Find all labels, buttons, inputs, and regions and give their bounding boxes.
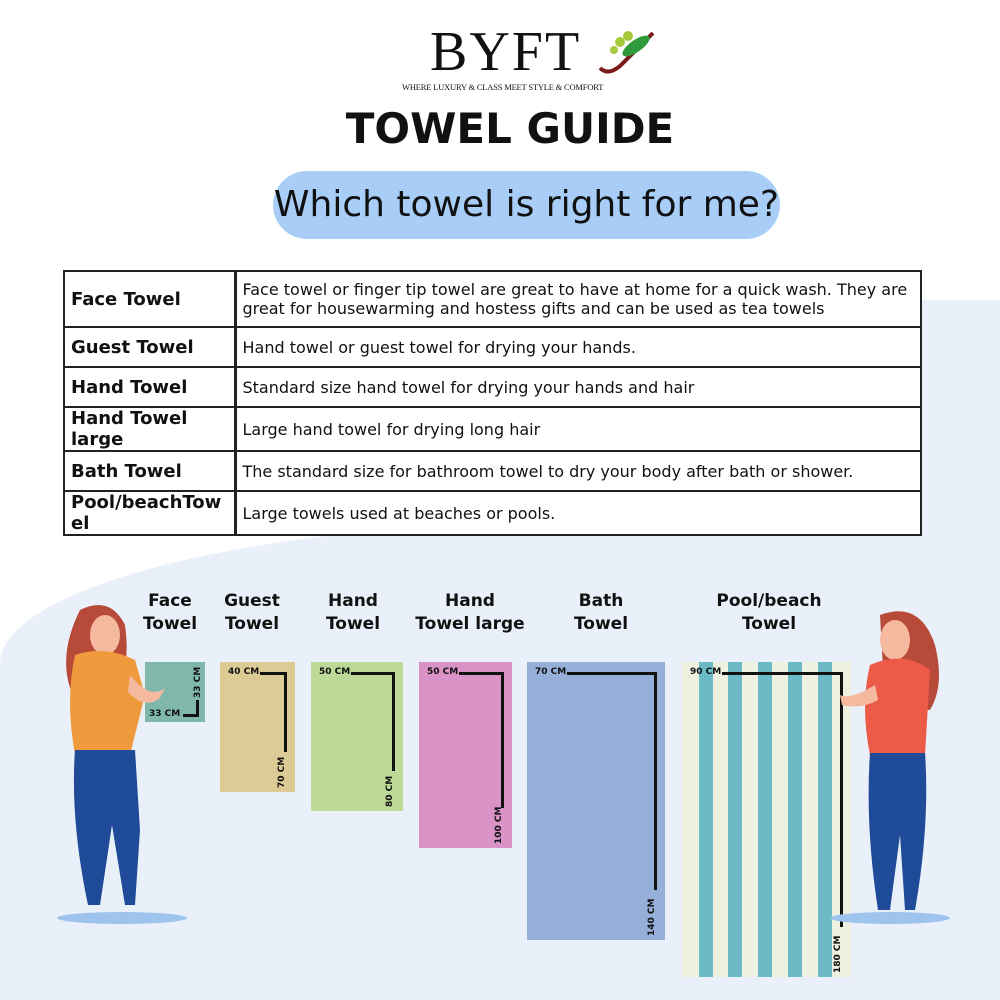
towel-label: Bath Towel xyxy=(574,590,628,636)
towel-label-line: Bath xyxy=(578,591,624,611)
dimension-line xyxy=(196,700,199,716)
height-label: 140 CM xyxy=(647,898,657,936)
towel-description: Standard size hand towel for drying your… xyxy=(234,366,922,408)
width-label: 50 CM xyxy=(427,667,459,677)
table-row: Bath Towel The standard size for bathroom… xyxy=(63,450,922,492)
brand-tagline: WHERE LUXURY & CLASS MEET STYLE & COMFOR… xyxy=(402,82,604,92)
towel-label-line: Hand xyxy=(328,591,378,611)
height-label: 100 CM xyxy=(494,806,504,844)
towel-label: Face Towel xyxy=(143,590,197,636)
width-label: 70 CM xyxy=(535,667,567,677)
towel-name: Hand Towel large xyxy=(63,406,237,452)
towel-description: The standard size for bathroom towel to … xyxy=(234,450,922,492)
towel-label-line: Face xyxy=(148,591,192,611)
dimension-line xyxy=(351,672,395,675)
towel-label: Hand Towel xyxy=(326,590,380,636)
towel-stripe xyxy=(699,662,713,977)
dimension-line xyxy=(284,672,287,752)
towel-2-swatch: 50 CM 80 CM xyxy=(311,662,403,811)
table-row: Pool/beachTowel Large towels used at beac… xyxy=(63,490,922,536)
dimension-line xyxy=(722,672,843,675)
towel-5-swatch: 90 CM 180 CM xyxy=(682,662,851,977)
towel-description: Large hand towel for drying long hair xyxy=(234,406,922,452)
dimension-line xyxy=(183,714,199,717)
towel-stripe xyxy=(788,662,802,977)
towel-description: Hand towel or guest towel for drying you… xyxy=(234,326,922,368)
height-label: 80 CM xyxy=(385,775,395,807)
towel-name: Pool/beachTowel xyxy=(63,490,237,536)
towel-3-swatch: 50 CM 100 CM xyxy=(419,662,512,848)
towel-label-line: Towel xyxy=(142,614,198,634)
dimension-line xyxy=(840,672,843,927)
towel-label-line: Towel xyxy=(224,614,280,634)
table-row: Hand Towel large Large hand towel for dry… xyxy=(63,406,922,452)
towel-description: Large towels used at beaches or pools. xyxy=(234,490,922,536)
width-label: 90 CM xyxy=(690,667,722,677)
table-row: Hand Towel Standard size hand towel for d… xyxy=(63,366,922,408)
towel-label: Pool/beach Towel xyxy=(716,590,821,636)
towel-name: Bath Towel xyxy=(63,450,237,492)
towel-0-swatch: 33 CM 33 CM xyxy=(145,662,205,722)
towel-stripe xyxy=(758,662,772,977)
towel-label: Guest Towel xyxy=(224,590,280,636)
dimension-line xyxy=(501,672,504,808)
towel-label-line: Towel xyxy=(573,614,629,634)
table-row: Guest Towel Hand towel or guest towel for… xyxy=(63,326,922,368)
dimension-line xyxy=(654,672,657,890)
towel-name: Hand Towel xyxy=(63,366,237,408)
towel-label-line: Pool/beach xyxy=(716,591,822,611)
towel-1-swatch: 40 CM 70 CM xyxy=(220,662,295,792)
subtitle-pill: Which towel is right for me? xyxy=(273,171,780,239)
dimension-line xyxy=(567,672,657,675)
leaf-icon xyxy=(598,31,655,74)
towel-label-line: Towel xyxy=(741,614,797,634)
woman-left-illustration xyxy=(57,605,187,924)
height-label: 70 CM xyxy=(277,756,287,788)
width-label: 33 CM xyxy=(149,709,181,719)
towel-table: Face Towel Face towel or finger tip towel… xyxy=(63,270,922,536)
page-title: TOWEL GUIDE xyxy=(345,104,675,153)
towel-label-line: Guest xyxy=(224,591,280,611)
woman-right-illustration xyxy=(830,611,950,924)
width-label: 50 CM xyxy=(319,667,351,677)
towel-name: Guest Towel xyxy=(63,326,237,368)
width-label: 40 CM xyxy=(228,667,260,677)
height-label: 180 CM xyxy=(833,935,843,973)
dimension-line xyxy=(260,672,287,675)
towel-stripe xyxy=(728,662,742,977)
towel-label-line: Towel xyxy=(325,614,381,634)
towel-name: Face Towel xyxy=(63,270,237,328)
towel-4-swatch: 70 CM 140 CM xyxy=(527,662,665,940)
towel-label-line: Hand xyxy=(445,591,495,611)
dimension-line xyxy=(392,672,395,771)
table-row: Face Towel Face towel or finger tip towel… xyxy=(63,270,922,328)
towel-stripe xyxy=(818,662,832,977)
towel-label-line: Towel large xyxy=(415,614,525,634)
dimension-line xyxy=(459,672,504,675)
towel-label: Hand Towel large xyxy=(415,590,524,636)
towel-description: Face towel or finger tip towel are great… xyxy=(234,270,922,328)
brand-logo: BYFT xyxy=(430,21,582,83)
